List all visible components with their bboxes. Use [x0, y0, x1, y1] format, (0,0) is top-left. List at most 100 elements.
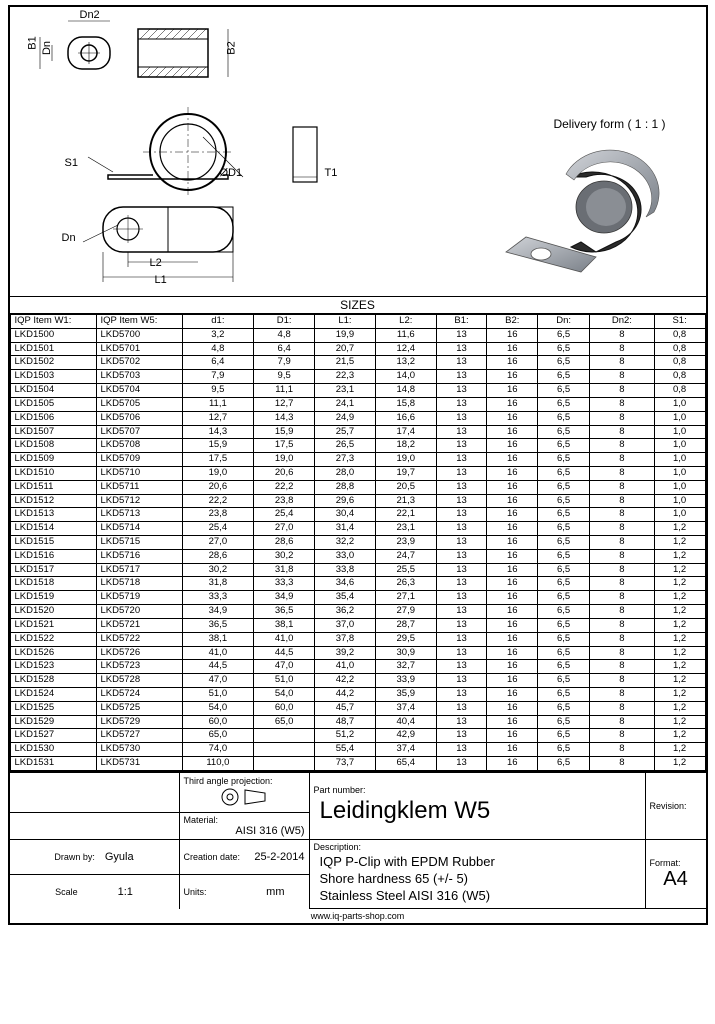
table-cell: LKD5705 — [96, 397, 182, 411]
table-cell: LKD1520 — [10, 605, 96, 619]
table-row: LKD1525LKD572554,060,045,737,413166,581,… — [10, 701, 705, 715]
table-cell: 23,9 — [375, 536, 436, 550]
table-cell: 1,2 — [654, 563, 705, 577]
table-cell: 28,7 — [375, 618, 436, 632]
table-cell: 8 — [590, 536, 655, 550]
table-cell: 42,2 — [315, 674, 376, 688]
format-label: Format: — [650, 858, 702, 868]
table-cell: 44,2 — [315, 687, 376, 701]
table-cell: 1,2 — [654, 660, 705, 674]
table-cell: 13 — [436, 508, 487, 522]
sizes-table: IQP Item W1:IQP Item W5:d1:D1:L1:L2:B1:B… — [10, 314, 706, 771]
table-cell: 11,6 — [375, 328, 436, 342]
table-cell: LKD1503 — [10, 370, 96, 384]
table-cell: LKD5725 — [96, 701, 182, 715]
table-cell: LKD1516 — [10, 549, 96, 563]
table-cell: LKD1504 — [10, 384, 96, 398]
dim-d1: ØD1 — [220, 167, 243, 179]
table-cell: 13 — [436, 466, 487, 480]
table-cell: 13 — [436, 757, 487, 771]
table-row: LKD1514LKD571425,427,031,423,113166,581,… — [10, 522, 705, 536]
table-cell: 16 — [487, 397, 538, 411]
table-cell: LKD1518 — [10, 577, 96, 591]
table-cell: 74,0 — [182, 743, 254, 757]
table-cell: LKD5712 — [96, 494, 182, 508]
table-row: LKD1519LKD571933,334,935,427,113166,581,… — [10, 591, 705, 605]
table-cell: 6,5 — [538, 563, 590, 577]
table-cell: LKD1508 — [10, 439, 96, 453]
table-cell: 6,5 — [538, 466, 590, 480]
table-cell: 16 — [487, 466, 538, 480]
table-row: LKD1505LKD570511,112,724,115,813166,581,… — [10, 397, 705, 411]
table-cell: 16 — [487, 342, 538, 356]
table-cell: 13 — [436, 701, 487, 715]
table-cell: 13 — [436, 743, 487, 757]
table-cell: 6,5 — [538, 522, 590, 536]
table-cell: 14,3 — [254, 411, 315, 425]
table-cell: 37,8 — [315, 632, 376, 646]
sizes-header-cell: L1: — [315, 315, 376, 329]
table-cell: 30,2 — [182, 563, 254, 577]
table-cell: 22,2 — [254, 480, 315, 494]
table-cell: 20,5 — [375, 480, 436, 494]
table-cell: 36,5 — [254, 605, 315, 619]
table-cell: 33,3 — [182, 591, 254, 605]
table-cell: 6,5 — [538, 480, 590, 494]
dim-b2: B2 — [225, 41, 237, 54]
table-cell: 20,6 — [254, 466, 315, 480]
table-cell: 36,2 — [315, 605, 376, 619]
table-cell: 37,4 — [375, 701, 436, 715]
table-row: LKD1502LKD57026,47,921,513,213166,580,8 — [10, 356, 705, 370]
table-row: LKD1503LKD57037,99,522,314,013166,580,8 — [10, 370, 705, 384]
table-cell: 33,9 — [375, 674, 436, 688]
table-cell: LKD1531 — [10, 757, 96, 771]
table-cell: 36,5 — [182, 618, 254, 632]
sizes-header-cell: Dn2: — [590, 315, 655, 329]
table-cell: 8 — [590, 605, 655, 619]
table-cell: 30,4 — [315, 508, 376, 522]
table-cell: 51,0 — [182, 687, 254, 701]
dim-l1: L1 — [155, 274, 167, 286]
table-cell: 15,8 — [375, 397, 436, 411]
table-cell: LKD1514 — [10, 522, 96, 536]
creation-date-value: 25-2-2014 — [254, 851, 304, 863]
table-cell: LKD5714 — [96, 522, 182, 536]
table-cell — [254, 729, 315, 743]
table-cell: 16 — [487, 453, 538, 467]
scale-label: Scale — [55, 887, 78, 897]
table-cell: 16 — [487, 425, 538, 439]
table-cell: 6,5 — [538, 549, 590, 563]
table-cell: 6,5 — [538, 384, 590, 398]
table-cell: 32,2 — [315, 536, 376, 550]
table-cell: 13 — [436, 397, 487, 411]
table-cell: 13 — [436, 411, 487, 425]
table-cell: LKD1521 — [10, 618, 96, 632]
table-cell: LKD5711 — [96, 480, 182, 494]
table-cell: 13 — [436, 646, 487, 660]
table-row: LKD1511LKD571120,622,228,820,513166,581,… — [10, 480, 705, 494]
table-cell: LKD1522 — [10, 632, 96, 646]
table-cell: LKD5709 — [96, 453, 182, 467]
table-row: LKD1506LKD570612,714,324,916,613166,581,… — [10, 411, 705, 425]
table-cell: 26,3 — [375, 577, 436, 591]
table-cell: 4,8 — [254, 328, 315, 342]
table-cell: 13 — [436, 632, 487, 646]
table-cell: 65,4 — [375, 757, 436, 771]
table-cell: LKD1530 — [10, 743, 96, 757]
desc-line-1: IQP P-Clip with EPDM Rubber — [320, 854, 635, 871]
table-cell: LKD1515 — [10, 536, 96, 550]
table-cell: 8 — [590, 591, 655, 605]
table-cell: LKD5701 — [96, 342, 182, 356]
sizes-header-row: IQP Item W1:IQP Item W5:d1:D1:L1:L2:B1:B… — [10, 315, 705, 329]
table-cell: 13 — [436, 536, 487, 550]
table-row: LKD1507LKD570714,315,925,717,413166,581,… — [10, 425, 705, 439]
table-cell: 23,8 — [254, 494, 315, 508]
table-cell: 24,7 — [375, 549, 436, 563]
table-cell: 16 — [487, 646, 538, 660]
table-cell: LKD5708 — [96, 439, 182, 453]
sizes-header-cell: B2: — [487, 315, 538, 329]
table-cell: 6,5 — [538, 425, 590, 439]
table-cell: 1,2 — [654, 757, 705, 771]
table-cell: LKD1517 — [10, 563, 96, 577]
table-cell: 14,0 — [375, 370, 436, 384]
